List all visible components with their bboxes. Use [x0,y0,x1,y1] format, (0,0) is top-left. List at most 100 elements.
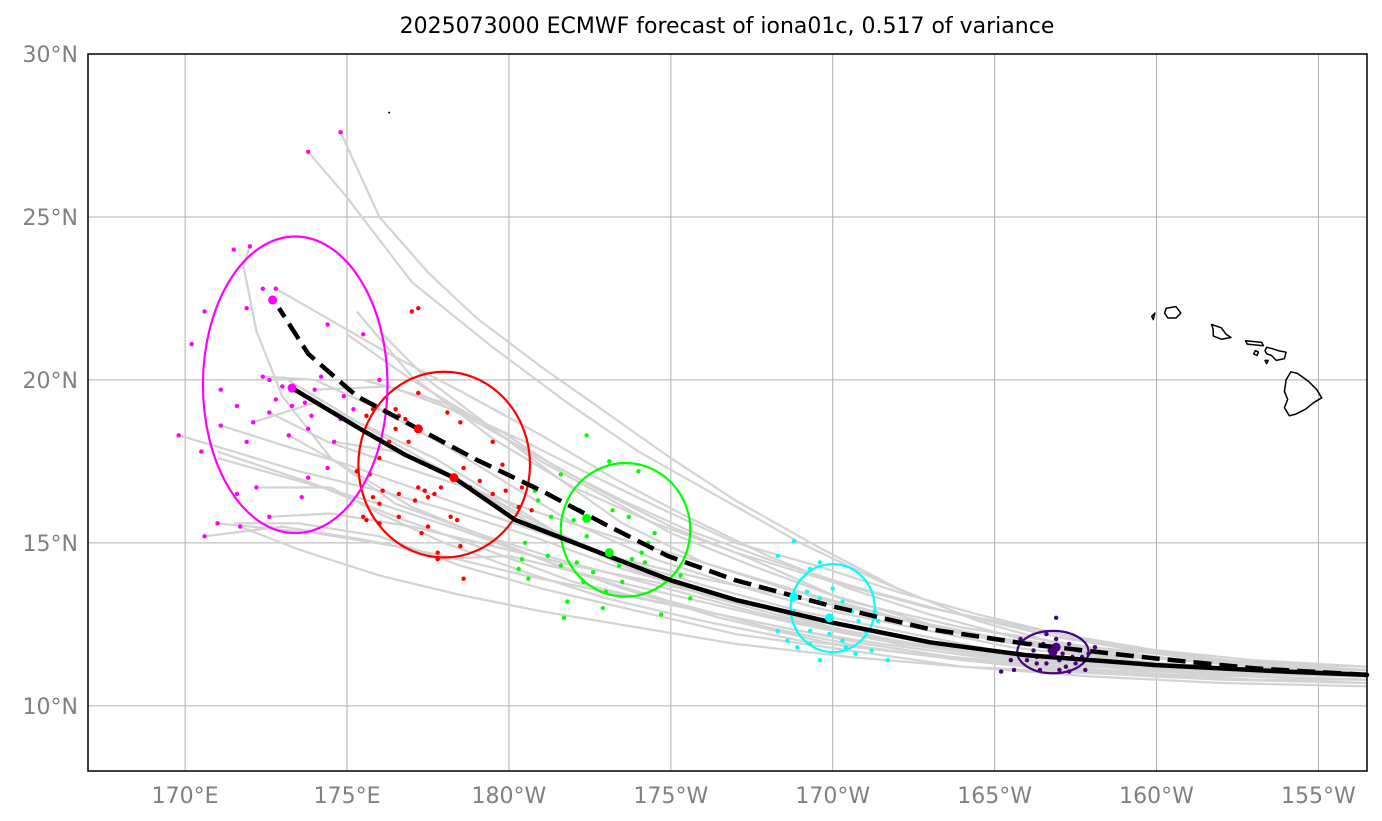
uncertainty-ellipses [201,235,1090,675]
member-point [620,579,625,585]
member-point [998,669,1004,674]
member-point [231,247,236,252]
member-point [610,508,615,513]
member-point [535,498,541,503]
member-point [331,439,337,445]
member-point [1060,651,1065,656]
coastlines [388,111,1323,417]
member-point [325,465,330,471]
uncertainty-ellipse [559,461,692,598]
member-point [215,521,220,526]
member-point [1092,644,1098,650]
island-molokai [1244,340,1265,347]
member-point [260,286,266,291]
member-point [1053,615,1059,621]
ensemble-track [217,522,1368,678]
member-point [1011,667,1017,673]
mean-center-dashed [1051,642,1061,652]
member-point [202,534,207,539]
member-point [286,433,291,438]
member-point [416,390,421,396]
member-point [448,514,453,519]
member-point [445,410,450,415]
mean-track-solid [289,385,1370,678]
member-point [370,495,376,500]
member-point [267,514,272,519]
island-hawaii [1283,371,1323,417]
member-point [571,517,576,523]
member-point [658,612,664,617]
mean-center-dashed [413,424,423,434]
member-point [565,599,570,604]
member-point [1031,648,1036,653]
y-tick-label: 20°N [23,369,78,394]
member-point [461,576,466,581]
member-point [351,407,356,412]
member-point [305,475,311,480]
member-point [678,573,683,578]
ensemble-track [268,411,1368,675]
member-point [785,638,790,643]
member-point [458,420,463,425]
member-point [807,628,813,634]
member-point [840,599,845,604]
member-point [267,410,272,415]
member-point [490,439,495,445]
member-point [574,560,580,565]
member-point [237,524,243,529]
member-point [254,485,259,490]
uncertainty-ellipse [357,370,532,559]
island-maui [1264,346,1287,362]
member-point [875,618,881,624]
member-point [600,605,606,611]
member-point [419,530,424,536]
member-point [461,465,466,471]
member-point [519,556,525,562]
member-point [869,648,874,653]
member-point [244,306,249,311]
member-point [629,556,635,562]
member-point [843,644,848,650]
ensemble-track [256,486,1368,685]
mean-center-solid [604,548,614,558]
member-point [280,384,285,389]
member-point [1063,664,1069,669]
member-point [827,631,832,637]
member-point [1057,667,1062,673]
uncertainty-ellipse [789,562,876,654]
member-point [425,495,431,500]
x-tick-label: 175°W [633,784,708,809]
member-point [503,488,508,493]
mean-center-solid [824,613,834,623]
member-point [490,491,495,497]
member-point [403,416,408,422]
member-point [299,495,304,500]
member-point [590,569,596,575]
ensemble-track [355,310,1368,675]
member-point [885,657,890,663]
member-point [817,560,822,565]
member-point [1044,661,1049,666]
member-point [364,517,369,523]
member-point [1083,667,1088,673]
member-point [199,449,204,454]
member-point [775,628,780,634]
member-point [639,550,644,555]
uncertainty-ellipse [201,235,389,535]
member-point [416,485,421,490]
island-small [388,111,391,114]
member-point [425,524,431,529]
member-point [516,566,521,572]
member-point [1073,661,1078,666]
member-point [393,407,398,412]
member-point [305,149,311,154]
member-point [435,550,440,555]
ensemble-track [314,385,1368,668]
x-tick-label: 175°E [314,784,381,809]
member-point [202,309,207,314]
x-tick-label: 155°W [1281,784,1356,809]
ensemble-track [239,525,1368,688]
mean-center-dashed [582,513,592,523]
member-point [1034,661,1039,666]
